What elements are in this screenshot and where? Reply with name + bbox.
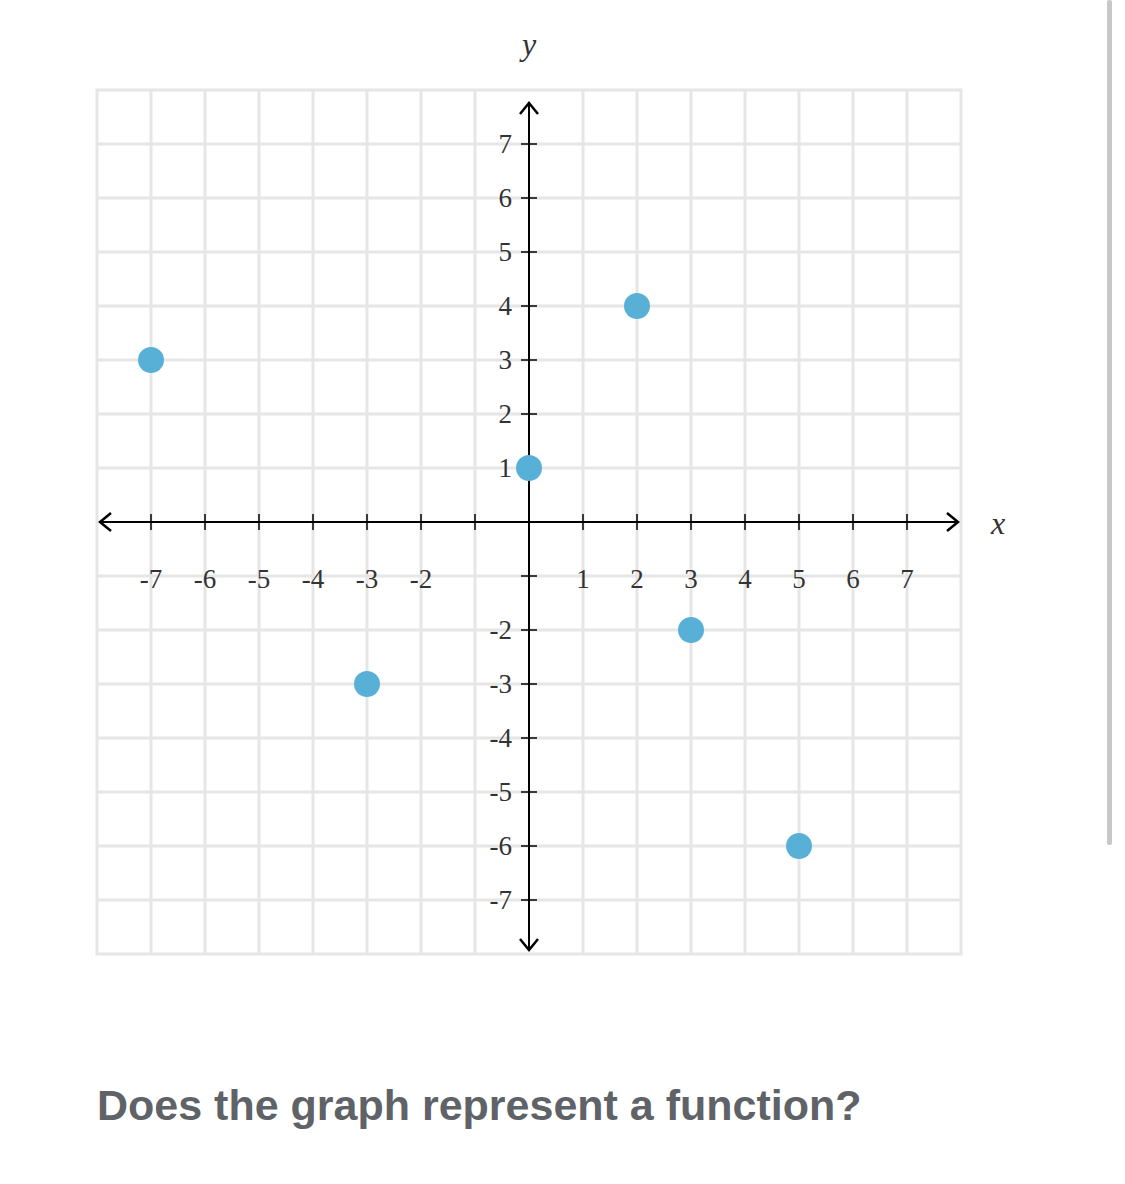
point: [354, 671, 380, 697]
x-tick-label: 5: [792, 564, 806, 594]
y-tick: [521, 197, 537, 199]
x-tick-label: -6: [194, 564, 217, 594]
scrollbar: [1107, 0, 1112, 845]
x-tick: [312, 514, 314, 530]
y-tick: [521, 791, 537, 793]
y-tick-label: 4: [499, 291, 513, 321]
x-tick-label: 3: [684, 564, 698, 594]
x-tick-label: 2: [630, 564, 644, 594]
point: [138, 347, 164, 373]
x-tick-label: -5: [248, 564, 271, 594]
y-tick-label: 5: [499, 237, 513, 267]
x-tick-label: -2: [410, 564, 433, 594]
x-axis-arrow: [100, 513, 111, 531]
y-tick-label: -4: [490, 723, 513, 753]
y-tick-label: -6: [490, 831, 513, 861]
y-tick-label: -2: [490, 615, 513, 645]
x-tick: [366, 514, 368, 530]
y-tick: [521, 845, 537, 847]
y-tick: [521, 575, 537, 577]
y-axis: [528, 102, 530, 950]
x-tick: [798, 514, 800, 530]
x-axis-arrow: [947, 513, 958, 531]
x-tick: [906, 514, 908, 530]
y-tick: [521, 899, 537, 901]
y-tick-label: -5: [490, 777, 513, 807]
x-tick-label: 1: [576, 564, 590, 594]
y-axis-arrow: [520, 103, 538, 114]
x-tick: [420, 514, 422, 530]
x-tick-label: 6: [846, 564, 860, 594]
y-tick: [521, 413, 537, 415]
x-tick-label: 4: [738, 564, 752, 594]
y-tick: [521, 251, 537, 253]
point: [678, 617, 704, 643]
y-tick-label: 6: [499, 183, 513, 213]
page: -7 -6 -5 -4 -3 -2 1 2 3 4 5 6 7 -7 -6 -5 -4 -3 -2 1 2 3 4 5 6 7 x y…: [0, 0, 1125, 1184]
y-tick: [521, 737, 537, 739]
y-tick: [521, 143, 537, 145]
y-tick-label: 1: [499, 453, 513, 483]
point: [786, 833, 812, 859]
x-axis-label: x: [990, 505, 1005, 541]
x-tick: [690, 514, 692, 530]
y-tick-label: -7: [490, 885, 513, 915]
y-axis-arrow: [520, 939, 538, 950]
points: [138, 293, 812, 859]
x-tick-label: -3: [356, 564, 379, 594]
x-tick-label: -7: [140, 564, 163, 594]
point: [516, 455, 542, 481]
y-tick: [521, 683, 537, 685]
y-axis-label: y: [519, 26, 537, 62]
y-tick-label: 7: [499, 129, 513, 159]
plot-frame: [97, 90, 961, 954]
x-tick: [852, 514, 854, 530]
question: Does the graph represent a function?: [97, 1081, 862, 1129]
y-tick: [521, 629, 537, 631]
x-tick: [258, 514, 260, 530]
point: [624, 293, 650, 319]
x-tick: [636, 514, 638, 530]
y-tick: [521, 305, 537, 307]
x-tick: [744, 514, 746, 530]
chart: -7 -6 -5 -4 -3 -2 1 2 3 4 5 6 7 -7 -6 -5 -4 -3 -2 1 2 3 4 5 6 7 x y…: [0, 0, 1125, 1184]
y-tick: [521, 359, 537, 361]
y-tick-label: -3: [490, 669, 513, 699]
x-tick-label: -4: [302, 564, 325, 594]
y-tick-label: 3: [499, 345, 513, 375]
x-tick: [150, 514, 152, 530]
x-tick: [474, 514, 476, 530]
x-tick: [204, 514, 206, 530]
x-tick: [582, 514, 584, 530]
y-tick-label: 2: [499, 399, 513, 429]
x-tick-label: 7: [900, 564, 914, 594]
